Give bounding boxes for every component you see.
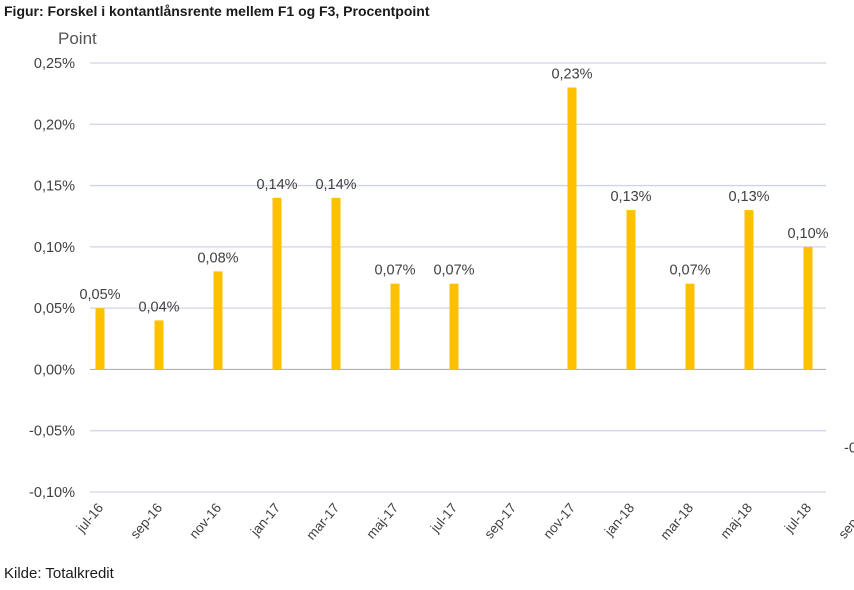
x-tick-label: jul-17 [427,500,460,536]
y-tick-label: 0,00% [34,362,75,378]
x-tick-label: maj-18 [717,500,755,541]
x-tick-label: sep-16 [127,500,165,541]
data-label: 0,23% [551,67,592,83]
y-tick-label: 0,20% [34,117,75,133]
y-tick-label: 0,10% [34,240,75,256]
bar [272,197,282,370]
data-label: 0,07% [374,263,415,279]
bar [331,197,341,370]
y-tick-label: -0,05% [29,424,75,440]
data-label: 0,04% [138,299,179,315]
data-label: 0,13% [610,189,651,205]
y-tick-label: 0,05% [34,301,75,317]
data-label: -0,05% [844,441,854,457]
data-label: 0,07% [669,263,710,279]
bar [803,246,813,370]
bar [626,210,636,370]
y-axis-unit-label: Point [58,29,97,48]
data-label: 0,07% [433,263,474,279]
y-tick-label: 0,25% [34,56,75,72]
data-label: 0,08% [197,250,238,266]
data-label: 0,05% [79,287,120,303]
y-tick-label: 0,15% [34,179,75,195]
bar [567,87,577,370]
bar [213,271,223,370]
bar [390,283,400,370]
x-tick-label: nov-16 [186,500,224,541]
x-tick-label: jan-17 [247,500,283,539]
data-label: 0,14% [256,177,297,193]
x-tick-label: maj-17 [363,500,401,541]
x-tick-label: sep-18 [835,500,854,541]
bar [154,320,164,370]
x-tick-label: mar-18 [657,500,696,542]
data-label: 0,14% [315,177,356,193]
data-label: 0,10% [787,226,828,242]
x-tick-label: jul-16 [73,500,106,536]
bar [744,210,754,370]
chart-title: Figur: Forskel i kontantlånsrente mellem… [4,3,430,19]
bar [449,283,459,370]
x-tick-label: nov-17 [540,500,578,541]
source-note: Kilde: Totalkredit [4,565,114,582]
x-tick-label: jul-18 [781,500,814,536]
y-tick-label: -0,10% [29,485,75,501]
x-tick-label: mar-17 [303,500,342,542]
x-tick-label: sep-17 [481,500,519,541]
bar [685,283,695,370]
data-label: 0,13% [728,189,769,205]
bar [95,308,105,370]
x-tick-label: jan-18 [601,500,637,539]
